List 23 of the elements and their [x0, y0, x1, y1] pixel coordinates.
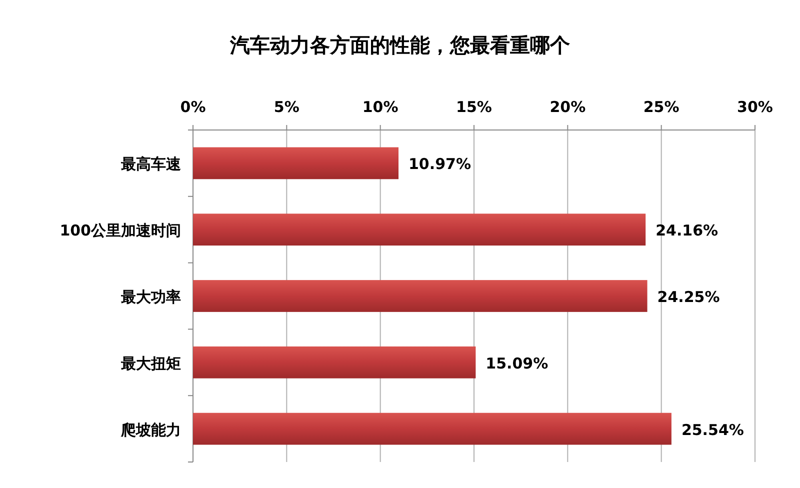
chart-title: 汽车动力各方面的性能，您最看重哪个 [229, 33, 570, 57]
data-label: 24.25% [657, 288, 720, 306]
x-tick-label: 20% [550, 98, 586, 116]
bar [193, 214, 646, 246]
bar [193, 412, 672, 445]
x-tick-label: 0% [180, 98, 206, 116]
data-label: 25.54% [681, 420, 744, 439]
data-label: 24.16% [656, 222, 718, 240]
x-tick-label: 5% [274, 98, 300, 116]
x-tick-label: 25% [643, 98, 680, 116]
y-tick-label: 最大功率 [120, 288, 181, 306]
y-tick-label: 最大扭矩 [120, 354, 181, 372]
data-label: 10.97% [408, 155, 471, 174]
y-tick-label: 最高车速 [120, 155, 182, 174]
bar [193, 346, 476, 378]
x-tick-label: 30% [737, 98, 773, 116]
y-tick-label: 100公里加速时间 [60, 222, 181, 240]
bar [193, 147, 399, 180]
y-tick-label: 爬坡能力 [120, 420, 181, 439]
bar [193, 280, 648, 312]
data-label: 15.09% [486, 354, 548, 372]
x-tick-label: 10% [362, 98, 398, 116]
x-tick-label: 15% [456, 98, 492, 116]
